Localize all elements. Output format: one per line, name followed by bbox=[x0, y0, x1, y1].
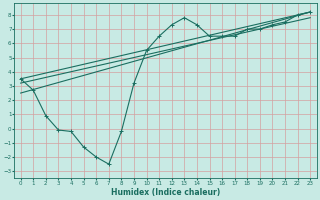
X-axis label: Humidex (Indice chaleur): Humidex (Indice chaleur) bbox=[111, 188, 220, 197]
